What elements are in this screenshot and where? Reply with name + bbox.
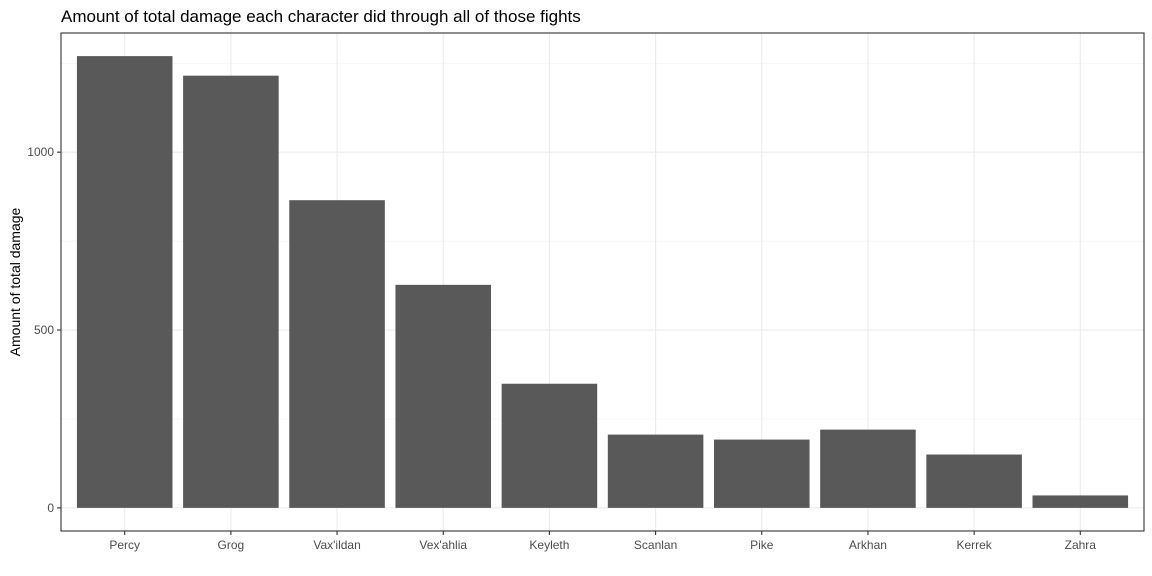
bar-arkhan [820, 429, 916, 508]
bars [76, 56, 1129, 508]
x-tick-label: Percy [109, 538, 140, 552]
x-tick-label: Vex'ahlia [419, 538, 467, 552]
y-tick-label: 0 [47, 501, 54, 515]
bar-percy [76, 56, 173, 508]
bar-keyleth [501, 383, 598, 508]
bar-scanlan [607, 434, 704, 508]
plot-panel-border [60, 32, 1145, 532]
x-tick-label: Grog [218, 538, 245, 552]
bar-vex-ahlia [395, 284, 492, 508]
x-tick-label: Keyleth [529, 538, 569, 552]
y-tick-label: 1000 [27, 145, 54, 159]
x-tick-label: Pike [750, 538, 774, 552]
x-tick-label: Kerrek [956, 538, 992, 552]
x-tick-label: Scanlan [634, 538, 677, 552]
x-tick-label: Zahra [1065, 538, 1097, 552]
y-axis-title: Amount of total damage [7, 207, 23, 356]
x-tick-label: Arkhan [849, 538, 887, 552]
bar-grog [183, 75, 279, 508]
chart-title: Amount of total damage each character di… [61, 7, 581, 26]
axis-ticks: 0 500 1000 Percy Grog Vax'ildan Vex'ahlia Keyle… [27, 145, 1096, 552]
bar-kerrek [926, 454, 1022, 508]
y-tick-label: 500 [34, 323, 54, 337]
bar-vax-ildan [289, 200, 385, 508]
bar-pike [713, 439, 810, 508]
bar-zahra [1032, 495, 1129, 508]
x-tick-label: Vax'ildan [313, 538, 360, 552]
